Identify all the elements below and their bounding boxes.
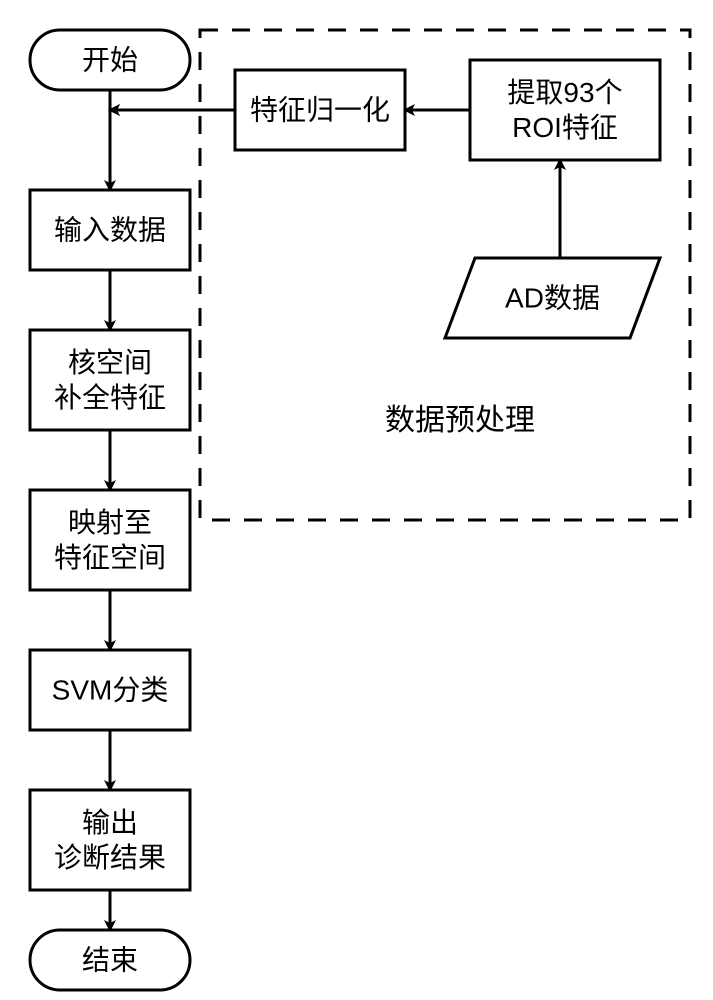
node-norm: 特征归一化 [235, 70, 405, 150]
node-output-line-0: 输出 [82, 807, 138, 838]
preprocess-group-label: 数据预处理 [385, 404, 535, 437]
node-map-line-0: 映射至 [68, 507, 152, 538]
node-start-line-0: 开始 [82, 44, 138, 75]
node-kernel: 核空间补全特征 [30, 330, 190, 430]
node-map: 映射至特征空间 [30, 490, 190, 590]
node-addata: AD数据 [445, 258, 660, 338]
node-output-line-1: 诊断结果 [54, 842, 166, 873]
node-input: 输入数据 [30, 190, 190, 270]
node-output: 输出诊断结果 [30, 790, 190, 890]
node-svm-line-0: SVM分类 [52, 674, 169, 705]
node-input-line-0: 输入数据 [54, 214, 166, 245]
node-norm-line-0: 特征归一化 [250, 94, 390, 125]
node-end: 结束 [30, 930, 190, 990]
node-extract-line-0: 提取93个 [507, 77, 622, 108]
node-extract-line-1: ROI特征 [512, 112, 618, 143]
node-extract: 提取93个 ROI特征 [470, 60, 660, 160]
node-start: 开始 [30, 30, 190, 90]
node-kernel-line-0: 核空间 [68, 347, 152, 378]
node-svm: SVM分类 [30, 650, 190, 730]
node-addata-line-0: AD数据 [505, 282, 600, 313]
node-end-line-0: 结束 [82, 944, 138, 975]
node-map-line-1: 特征空间 [54, 542, 166, 573]
flowchart-canvas: 数据预处理 开始输入数据核空间补全特征映射至特征空间 SVM分类输出诊断结果结束 特征… [0, 0, 713, 1000]
node-kernel-line-1: 补全特征 [54, 382, 166, 413]
